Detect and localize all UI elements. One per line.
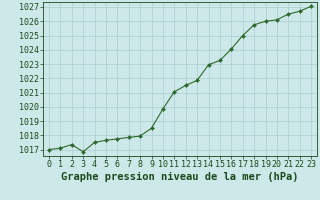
- X-axis label: Graphe pression niveau de la mer (hPa): Graphe pression niveau de la mer (hPa): [61, 172, 299, 182]
